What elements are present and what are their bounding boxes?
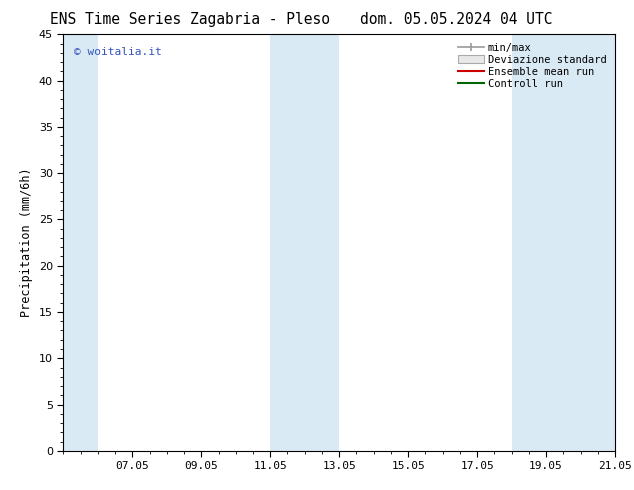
Bar <box>512 34 615 451</box>
Text: dom. 05.05.2024 04 UTC: dom. 05.05.2024 04 UTC <box>360 12 553 27</box>
Text: © woitalia.it: © woitalia.it <box>74 47 162 57</box>
Bar <box>270 34 339 451</box>
Legend: min/max, Deviazione standard, Ensemble mean run, Controll run: min/max, Deviazione standard, Ensemble m… <box>455 40 610 92</box>
Text: ENS Time Series Zagabria - Pleso: ENS Time Series Zagabria - Pleso <box>50 12 330 27</box>
Bar <box>63 34 98 451</box>
Y-axis label: Precipitation (mm/6h): Precipitation (mm/6h) <box>20 168 34 318</box>
